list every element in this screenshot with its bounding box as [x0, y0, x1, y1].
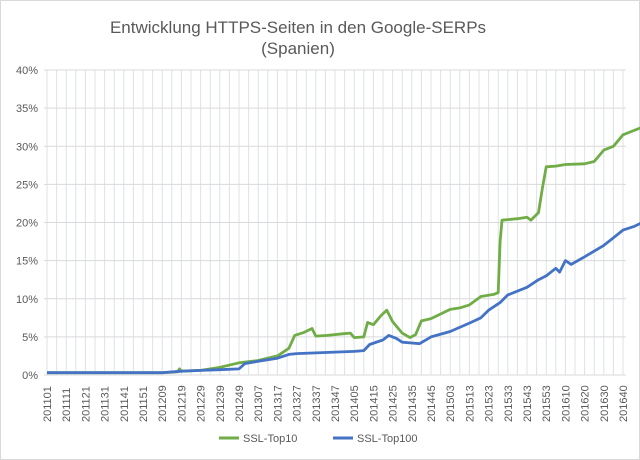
x-tick-label: 201415	[368, 385, 380, 422]
x-tick-label: 201405	[349, 385, 361, 422]
y-tick-label: 20%	[16, 218, 38, 230]
x-tick-label: 201445	[426, 385, 438, 422]
y-tick-label: 5%	[22, 332, 38, 344]
series-line-ssl-top100	[47, 222, 640, 375]
x-tick-label: 201523	[484, 385, 496, 422]
x-tick-label: 201640	[618, 385, 630, 422]
x-tick-label: 201620	[580, 385, 592, 422]
x-tick-label: 201121	[80, 386, 92, 422]
x-tick-label: 201553	[541, 385, 553, 422]
x-tick-label: 201630	[599, 385, 611, 422]
x-tick-label: 201503	[445, 385, 457, 422]
x-tick-label: 201141	[119, 386, 131, 422]
x-tick-label: 201347	[330, 385, 342, 422]
series-line-ssl-top10	[47, 126, 640, 375]
y-tick-label: 30%	[16, 141, 38, 153]
x-tick-label: 201307	[253, 385, 265, 422]
x-tick-label: 201425	[388, 385, 400, 422]
x-tick-label: 201131	[100, 386, 112, 422]
x-tick-label: 201101	[42, 386, 54, 422]
x-tick-label: 201435	[407, 385, 419, 422]
x-tick-label: 201513	[464, 385, 476, 422]
x-tick-label: 201533	[503, 385, 515, 422]
legend-label: SSL-Top10	[243, 433, 297, 445]
y-tick-label: 25%	[16, 179, 38, 191]
y-tick-label: 0%	[22, 370, 38, 382]
x-tick-label: 201249	[234, 385, 246, 422]
x-tick-label: 201543	[522, 385, 534, 422]
x-tick-label: 201327	[292, 385, 304, 422]
x-tick-label: 201219	[176, 385, 188, 422]
x-tick-label: 201239	[215, 385, 227, 422]
x-tick-label: 201151	[138, 386, 150, 422]
x-tick-label: 201610	[560, 385, 572, 422]
y-tick-label: 15%	[16, 256, 38, 268]
y-tick-label: 40%	[16, 65, 38, 77]
x-tick-label: 201317	[272, 385, 284, 422]
chart-title: Entwicklung HTTPS-Seiten in den Google-S…	[110, 18, 486, 37]
x-tick-label: 201229	[196, 385, 208, 422]
legend-label: SSL-Top100	[357, 433, 418, 445]
x-tick-label: 201111	[61, 388, 73, 422]
chart-subtitle: (Spanien)	[261, 39, 335, 58]
x-tick-label: 201209	[157, 385, 169, 422]
y-tick-label: 35%	[16, 103, 38, 115]
y-tick-label: 10%	[16, 294, 38, 306]
x-tick-label: 201337	[311, 385, 323, 422]
